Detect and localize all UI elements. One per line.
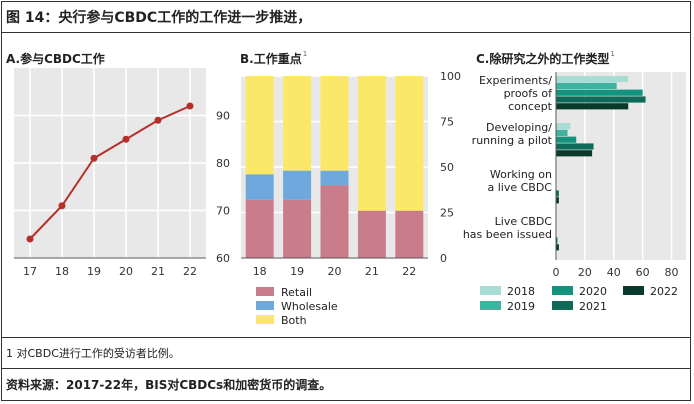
panel-b-title: B.工作重点1: [240, 50, 308, 66]
x-tick-label: 20: [119, 265, 133, 278]
y-tick-label: 80: [216, 157, 230, 170]
x-tick-label: 18: [55, 265, 69, 278]
y-tick-label: 90: [216, 110, 230, 123]
x-tick-label: 17: [23, 265, 37, 278]
x-tick-label: 19: [87, 265, 101, 278]
series-line: [29, 105, 191, 240]
x-tick-label: 22: [183, 265, 197, 278]
panel-c-title: C.除研究之外的工作类型1: [476, 50, 615, 66]
title-divider: [1, 32, 691, 33]
data-point: [154, 116, 162, 124]
data-point: [122, 135, 130, 143]
x-tick-label: 21: [151, 265, 165, 278]
data-point: [26, 235, 34, 243]
source-divider: [1, 368, 691, 369]
y-tick-label: 60: [216, 252, 230, 265]
footnote: 1 对CBDC进行工作的受访者比例。: [6, 347, 180, 360]
y-tick-label: 70: [216, 205, 230, 218]
data-point: [58, 202, 66, 210]
data-point: [186, 102, 194, 110]
chart-divider: [1, 337, 691, 338]
figure-title: 图 14：央行参与CBDC工作的工作进一步推进，: [6, 10, 312, 26]
data-point: [90, 154, 98, 162]
source-text: 资料来源：2017-22年，BIS对CBDCs和加密货币的调查。: [6, 378, 332, 392]
panel-a-title: A.参与CBDC工作: [6, 52, 105, 66]
